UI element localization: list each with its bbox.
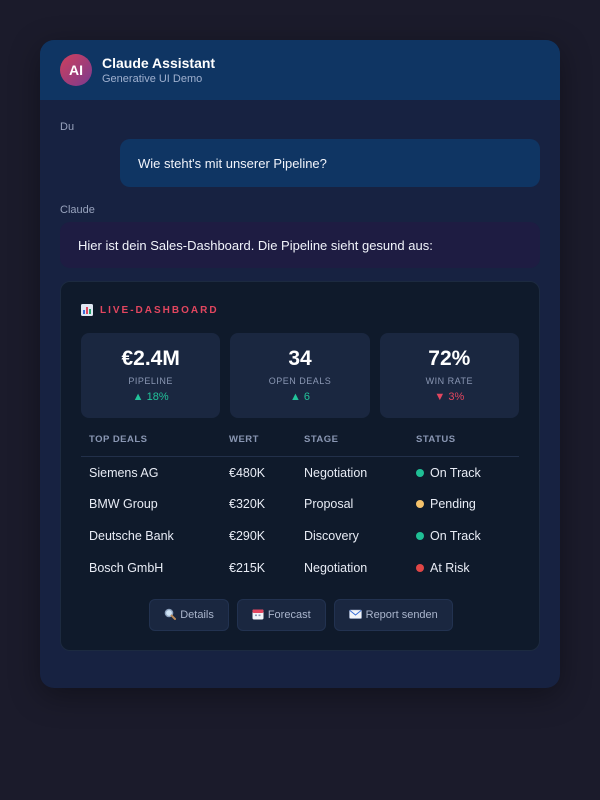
top-deals-table: TOP DEALS WERT STAGE STATUS Siemens AG €… [81, 434, 519, 584]
dashboard-title-text: LIVE-DASHBOARD [100, 304, 219, 316]
status-text: At Risk [430, 561, 470, 575]
user-message-bubble: Wie steht's mit unserer Pipeline? [120, 139, 540, 187]
table-row[interactable]: Deutsche Bank €290K Discovery On Track [81, 520, 519, 552]
details-button-label: Details [180, 609, 214, 621]
kpi-trend: ▲ 6 [289, 391, 311, 403]
kpi-label: PIPELINE [128, 376, 173, 386]
deal-status: On Track [408, 456, 519, 488]
app-title: Claude Assistant [102, 54, 216, 71]
kpi-value: 72% [428, 347, 471, 370]
kpi-row: €2.4M PIPELINE ▲ 18% 34 OPEN DEALS ▲ 6 7… [81, 333, 519, 418]
deal-status: At Risk [408, 552, 519, 584]
dashboard-actions: Details Forecast [61, 599, 541, 631]
deal-value: €290K [229, 529, 266, 543]
column-header-status: STATUS [408, 434, 519, 457]
kpi-card-pipeline: €2.4M PIPELINE ▲ 18% [81, 333, 221, 418]
kpi-label: OPEN DEALS [268, 376, 332, 386]
status-text: On Track [430, 466, 481, 481]
forecast-button[interactable]: Forecast [236, 599, 326, 631]
deal-stage: Proposal [304, 497, 354, 511]
kpi-card-open-deals: 34 OPEN DEALS ▲ 6 [230, 333, 370, 418]
envelope-icon [348, 608, 362, 623]
deal-value: €320K [229, 497, 266, 511]
deal-status: Pending [408, 488, 519, 520]
assistant-message-text: Hier ist dein Sales-Dashboard. Die Pipel… [78, 237, 433, 253]
assistant-sender-label: Claude [60, 204, 95, 216]
send-report-button-label: Report senden [365, 609, 438, 621]
table-row[interactable]: Siemens AG €480K Negotiation On Track [81, 456, 519, 488]
status-text: Pending [430, 497, 476, 511]
deal-status: On Track [408, 520, 519, 552]
kpi-label: WIN RATE [425, 376, 473, 386]
status-dot-icon [416, 531, 424, 540]
deal-name: Siemens AG [89, 466, 159, 481]
calendar-icon [252, 608, 264, 623]
deal-stage: Negotiation [304, 466, 368, 481]
deal-stage: Negotiation [304, 561, 368, 575]
user-sender-label: Du [60, 121, 75, 133]
dashboard-title: LIVE-DASHBOARD [81, 304, 219, 316]
status-text: On Track [430, 529, 481, 543]
deal-stage: Discovery [304, 529, 359, 543]
status-dot-icon [416, 499, 424, 508]
send-report-button[interactable]: Report senden [333, 599, 453, 631]
assistant-avatar: AI [60, 54, 92, 86]
live-dashboard-card: LIVE-DASHBOARD €2.4M PIPELINE ▲ 18% 34 O… [60, 281, 540, 651]
kpi-card-win-rate: 72% WIN RATE ▼ 3% [379, 333, 519, 418]
column-header-value: WERT [221, 434, 296, 457]
bar-chart-icon [81, 304, 93, 316]
app-title-block: Claude Assistant Generative UI Demo [102, 55, 215, 86]
forecast-button-label: Forecast [267, 609, 311, 621]
table-row[interactable]: Bosch GmbH €215K Negotiation At Risk [81, 552, 519, 584]
details-button[interactable]: Details [149, 599, 229, 631]
kpi-value: 34 [288, 347, 312, 370]
status-dot-icon [416, 468, 424, 477]
app-subtitle: Generative UI Demo [102, 72, 203, 85]
column-header-deal: TOP DEALS [81, 434, 221, 457]
table-header-row: TOP DEALS WERT STAGE STATUS [81, 434, 519, 457]
deal-value: €480K [229, 466, 266, 481]
magnifier-icon [164, 608, 177, 623]
deal-name: Deutsche Bank [89, 529, 174, 543]
status-dot-icon [416, 563, 424, 572]
assistant-message-bubble: Hier ist dein Sales-Dashboard. Die Pipel… [60, 222, 540, 268]
kpi-trend: ▲ 18% [132, 391, 169, 403]
table-row[interactable]: BMW Group €320K Proposal Pending [81, 488, 519, 520]
deal-value: €215K [229, 561, 266, 575]
kpi-value: €2.4M [121, 347, 180, 370]
deal-name: Bosch GmbH [89, 561, 164, 575]
deal-name: BMW Group [89, 497, 158, 511]
chat-window: AI Claude Assistant Generative UI Demo D… [40, 40, 560, 688]
column-header-stage: STAGE [296, 434, 408, 457]
app-header: AI Claude Assistant Generative UI Demo [40, 40, 560, 100]
kpi-trend: ▼ 3% [434, 391, 465, 403]
user-message-text: Wie steht's mit unserer Pipeline? [138, 155, 327, 171]
